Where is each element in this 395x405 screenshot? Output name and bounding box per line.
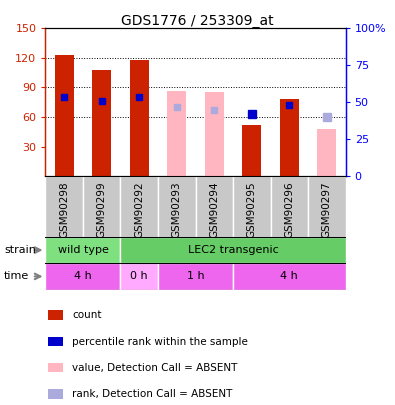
Bar [120,237,346,263]
Bar [45,237,120,263]
Text: value, Detection Call = ABSENT: value, Detection Call = ABSENT [72,363,238,373]
Text: GSM90295: GSM90295 [247,181,257,238]
Bar [120,176,158,237]
Text: strain: strain [4,245,36,255]
Text: GSM90298: GSM90298 [59,181,69,238]
Bar [167,92,186,176]
Bar [158,176,196,237]
Bar [49,337,64,346]
Text: GSM90299: GSM90299 [97,181,107,238]
Bar [318,129,336,176]
Bar [45,263,120,290]
Bar [271,176,308,237]
Bar [233,263,346,290]
Text: rank, Detection Call = ABSENT: rank, Detection Call = ABSENT [72,390,233,399]
Bar [55,55,73,176]
Bar [49,389,64,399]
Text: GSM90293: GSM90293 [172,181,182,238]
Text: time: time [4,271,29,281]
Bar [205,92,224,176]
Text: count: count [72,311,102,320]
Bar [49,310,64,320]
Bar [92,70,111,176]
Bar [120,263,158,290]
Text: GSM90297: GSM90297 [322,181,332,238]
Bar [45,176,83,237]
Text: 4 h: 4 h [280,271,298,281]
Bar [308,176,346,237]
Text: 4 h: 4 h [74,271,92,281]
Text: percentile rank within the sample: percentile rank within the sample [72,337,248,347]
Bar [83,176,120,237]
Bar [158,263,233,290]
Bar [49,363,64,372]
Text: 1 h: 1 h [187,271,204,281]
Bar [233,176,271,237]
Text: 0 h: 0 h [130,271,148,281]
Text: LEC2 transgenic: LEC2 transgenic [188,245,278,255]
Bar [130,60,149,176]
Bar [280,99,299,176]
Text: GSM90294: GSM90294 [209,181,219,238]
Text: GSM90296: GSM90296 [284,181,294,238]
Bar [196,176,233,237]
Bar [243,125,261,176]
Text: GSM90292: GSM90292 [134,181,144,238]
Text: GDS1776 / 253309_at: GDS1776 / 253309_at [121,14,274,28]
Text: wild type: wild type [58,245,108,255]
